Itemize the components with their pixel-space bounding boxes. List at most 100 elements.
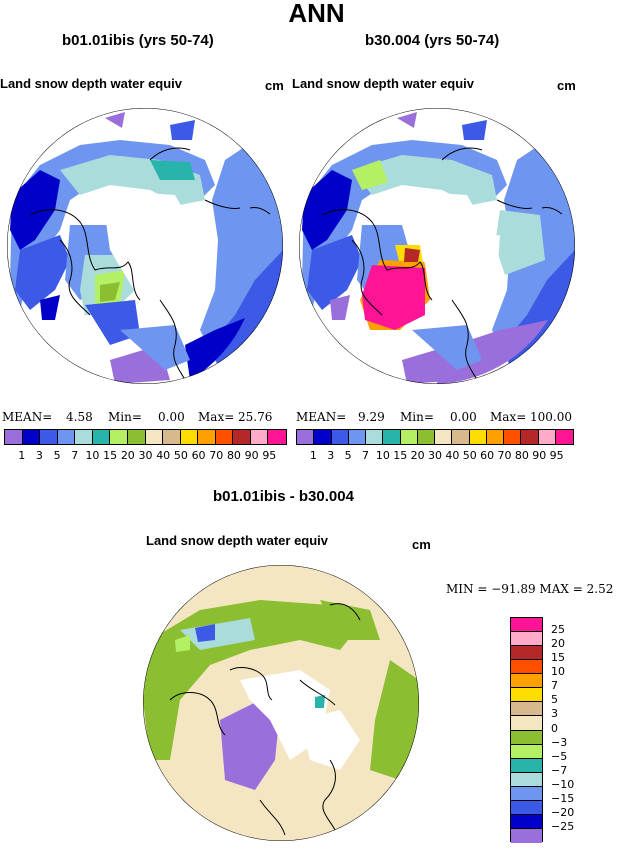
colorbar-tick-label: 70 [497, 449, 512, 462]
panel1-max-value: 25.76 [238, 410, 273, 424]
colorbar-swatch [511, 730, 542, 745]
colorbar-tick-label: 15 [551, 651, 565, 665]
colorbar-tick-label: 3 [35, 449, 43, 462]
colorbar-tick-label: 7 [551, 679, 558, 693]
colorbar-tick-label: 20 [120, 449, 135, 462]
panel2-subtitle: b30.004 (yrs 50-74) [365, 32, 500, 49]
colorbar-tick-label: 15 [393, 449, 408, 462]
colorbar-tick-label: 0 [551, 721, 558, 735]
colorbar-tick-label: 60 [191, 449, 206, 462]
panel2-unit: cm [557, 78, 576, 93]
map-panel-difference [143, 565, 419, 841]
colorbar-tick-label: 20 [551, 637, 565, 651]
colorbar-swatch [145, 430, 164, 444]
diff-unit: cm [412, 537, 431, 552]
colorbar-swatch [511, 828, 542, 843]
colorbar-swatch [511, 716, 542, 731]
colorbar-swatch [511, 772, 542, 787]
colorbar-swatch [511, 702, 542, 717]
colorbar-swatch [297, 430, 315, 444]
colorbar-swatch [198, 430, 216, 444]
colorbar-swatch [511, 800, 542, 815]
colorbar-tick-label: −7 [551, 763, 568, 777]
diff-variable-label: Land snow depth water equiv [146, 533, 329, 548]
colorbar-swatch [511, 688, 542, 703]
colorbar-tick-label: 1 [18, 449, 26, 462]
colorbar-tick-label: 15 [103, 449, 118, 462]
map-panel2 [299, 108, 575, 384]
colorbar-swatch [511, 660, 542, 675]
colorbar-swatch [452, 430, 470, 444]
panel2-min-label: Min= [400, 410, 434, 424]
panel2-variable-label: Land snow depth water equiv [292, 76, 475, 91]
colorbar-tick-label: 50 [173, 449, 188, 462]
colorbar-tick-label: 5 [551, 693, 558, 707]
colorbar-swatch [511, 786, 542, 801]
colorbar-tick-label: 20 [410, 449, 425, 462]
colorbar-swatch [92, 430, 111, 444]
colorbar-tick-label: −5 [551, 749, 568, 763]
colorbar-tick-label: 10 [85, 449, 100, 462]
colorbar-swatch [538, 430, 556, 444]
colorbar-swatch [435, 430, 453, 444]
colorbar-swatch [250, 430, 269, 444]
colorbar-swatch [331, 430, 349, 444]
colorbar-swatch [348, 430, 366, 444]
colorbar-swatch [511, 632, 542, 647]
colorbar-panel1 [4, 429, 287, 445]
colorbar-tick-label: 7 [71, 449, 79, 462]
colorbar-swatch [22, 430, 41, 444]
colorbar-tick-label: 95 [549, 449, 564, 462]
panel2-max-label: Max= [490, 410, 527, 424]
diff-minmax: MIN = −91.89 MAX = 2.52 [446, 582, 614, 596]
colorbar-tick-label: 3 [327, 449, 335, 462]
colorbar-swatch [555, 430, 573, 444]
page-title: ANN [288, 0, 345, 28]
diff-subtitle: b01.01ibis - b30.004 [213, 488, 354, 505]
colorbar-swatch [383, 430, 401, 444]
colorbar-tick-label: 40 [156, 449, 171, 462]
colorbar-swatch [511, 814, 542, 829]
colorbar-swatch [511, 758, 542, 773]
colorbar-swatch [163, 430, 181, 444]
colorbar-swatch [521, 430, 539, 444]
colorbar-tick-label: 60 [480, 449, 495, 462]
colorbar-tick-label: −10 [551, 777, 575, 791]
colorbar-tick-label: 30 [428, 449, 442, 462]
colorbar-swatch [504, 430, 522, 444]
colorbar-tick-label: −25 [551, 819, 575, 833]
colorbar-swatch [366, 430, 384, 444]
colorbar-tick-label: 90 [244, 449, 259, 462]
colorbar-swatch [215, 430, 234, 444]
colorbar-tick-label: −20 [551, 805, 575, 819]
panel1-min-label: Min= [108, 410, 142, 424]
colorbar-tick-label: 5 [53, 449, 61, 462]
panel1-unit: cm [265, 78, 284, 93]
panel1-mean-value: 4.58 [66, 410, 93, 424]
colorbar-swatch [400, 430, 418, 444]
colorbar-panel2 [296, 429, 574, 445]
panel2-mean-label: MEAN= [296, 410, 347, 424]
panel2-mean-value: 9.29 [358, 410, 385, 424]
panel1-variable-label: Land snow depth water equiv [0, 76, 183, 91]
panel2-min-value: 0.00 [450, 410, 477, 424]
colorbar-swatch [110, 430, 128, 444]
colorbar-swatch [469, 430, 487, 444]
panel1-min-value: 0.00 [158, 410, 185, 424]
colorbar-tick-label: 80 [514, 449, 529, 462]
colorbar-swatch [57, 430, 76, 444]
colorbar-swatch [511, 618, 542, 633]
colorbar-tick-label: 1 [309, 449, 317, 462]
colorbar-tick-label: 70 [209, 449, 224, 462]
colorbar-swatch [268, 430, 286, 444]
colorbar-swatch [314, 430, 332, 444]
colorbar-swatch [233, 430, 251, 444]
map-panel1 [7, 108, 283, 384]
colorbar-swatch [75, 430, 93, 444]
colorbar-tick-label: −3 [551, 735, 568, 749]
colorbar-tick-label: 95 [262, 449, 277, 462]
colorbar-swatch [180, 430, 199, 444]
panel1-subtitle: b01.01ibis (yrs 50-74) [62, 32, 214, 49]
colorbar-tick-label: 90 [532, 449, 547, 462]
colorbar-tick-label: 5 [344, 449, 352, 462]
